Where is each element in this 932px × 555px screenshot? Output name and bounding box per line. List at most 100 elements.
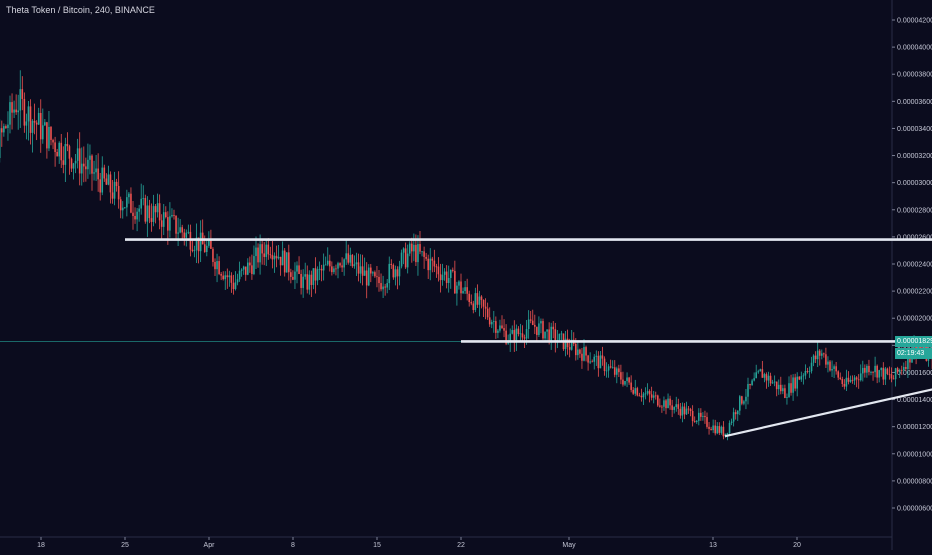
candle-body	[138, 209, 140, 212]
candle-body	[903, 367, 905, 370]
candle-body	[67, 144, 69, 146]
candle-body	[579, 350, 581, 354]
candle-body	[48, 127, 50, 148]
candle-body	[175, 216, 177, 234]
candle-body	[583, 347, 585, 361]
candle-body	[214, 262, 216, 269]
candle-body	[372, 272, 374, 273]
candle-body	[686, 409, 688, 415]
candle-body	[38, 113, 40, 125]
candle-body	[616, 368, 618, 374]
y-tick-label: 0.00001200	[897, 424, 932, 431]
candle-body	[306, 274, 308, 289]
candle-body	[671, 405, 673, 410]
candle-body	[764, 374, 766, 378]
candle-body	[809, 371, 811, 372]
candle-body	[194, 250, 196, 251]
candle-body	[251, 265, 253, 274]
candle-body	[632, 390, 634, 394]
candle-body	[682, 407, 684, 416]
candle-body	[528, 319, 530, 329]
candle-body	[864, 368, 866, 373]
candle-body	[798, 377, 800, 380]
candle-body	[136, 212, 138, 220]
candle-body	[823, 353, 825, 354]
candle-body	[487, 309, 489, 318]
y-tick-label: 0.00004000	[897, 45, 932, 52]
candle-body	[645, 393, 647, 394]
candle-body	[382, 287, 384, 290]
candle-body	[846, 378, 848, 387]
candle-body	[440, 274, 442, 280]
candle-body	[848, 378, 850, 382]
candle-body	[290, 272, 292, 277]
candle-body	[827, 362, 829, 365]
candle-body	[704, 416, 706, 417]
candle-body	[374, 272, 376, 276]
candle-body	[95, 169, 97, 173]
candle-body	[186, 233, 188, 238]
candle-body	[329, 261, 331, 267]
y-tick-label: 0.00003800	[897, 72, 932, 79]
y-tick-label: 0.00001600	[897, 370, 932, 377]
candle-body	[618, 368, 620, 372]
candle-body	[450, 270, 452, 278]
candle-body	[856, 377, 858, 379]
candle-body	[858, 379, 860, 380]
candle-body	[323, 265, 325, 271]
candle-body	[755, 372, 757, 378]
candle-body	[770, 376, 772, 384]
candle-body	[278, 257, 280, 258]
candle-body	[333, 268, 335, 272]
candle-body	[885, 369, 887, 380]
candle-body	[708, 427, 710, 429]
candle-body	[690, 409, 692, 411]
candle-body	[444, 272, 446, 275]
candle-body	[663, 400, 665, 406]
candle-body	[284, 251, 286, 273]
candle-body	[559, 334, 561, 340]
candle-body	[669, 399, 671, 406]
y-tick-label: 0.00003000	[897, 180, 932, 187]
candle-body	[653, 395, 655, 397]
candle-body	[302, 277, 304, 288]
candle-body	[483, 300, 485, 307]
candle-body	[206, 246, 208, 252]
x-tick-label: 25	[121, 542, 129, 549]
candle-body	[792, 377, 794, 392]
candle-body	[805, 371, 807, 376]
candle-body	[3, 126, 5, 132]
candle-body	[485, 307, 487, 309]
candle-body	[766, 374, 768, 380]
candle-body	[229, 275, 231, 277]
candle-body	[702, 416, 704, 417]
candle-body	[639, 395, 641, 396]
candle-body	[649, 391, 651, 394]
candle-body	[604, 359, 606, 371]
candle-body	[40, 113, 42, 139]
candle-body	[883, 368, 885, 380]
candle-body	[825, 354, 827, 364]
candle-body	[626, 378, 628, 381]
candle-body	[659, 406, 661, 407]
candle-body	[54, 142, 56, 152]
candle-body	[801, 376, 803, 379]
candle-body	[101, 168, 103, 193]
candle-body	[46, 122, 48, 148]
candle-body	[733, 412, 735, 421]
candle-body	[272, 255, 274, 259]
candle-body	[614, 367, 616, 374]
candle-body	[298, 265, 300, 274]
candle-body	[409, 244, 411, 254]
candle-body	[821, 353, 823, 355]
candle-body	[813, 356, 815, 363]
candle-body	[15, 110, 17, 113]
candle-body	[593, 357, 595, 362]
candle-body	[608, 366, 610, 370]
candle-body	[429, 259, 431, 270]
candle-body	[757, 371, 759, 372]
candle-body	[753, 378, 755, 380]
candle-body	[243, 267, 245, 270]
